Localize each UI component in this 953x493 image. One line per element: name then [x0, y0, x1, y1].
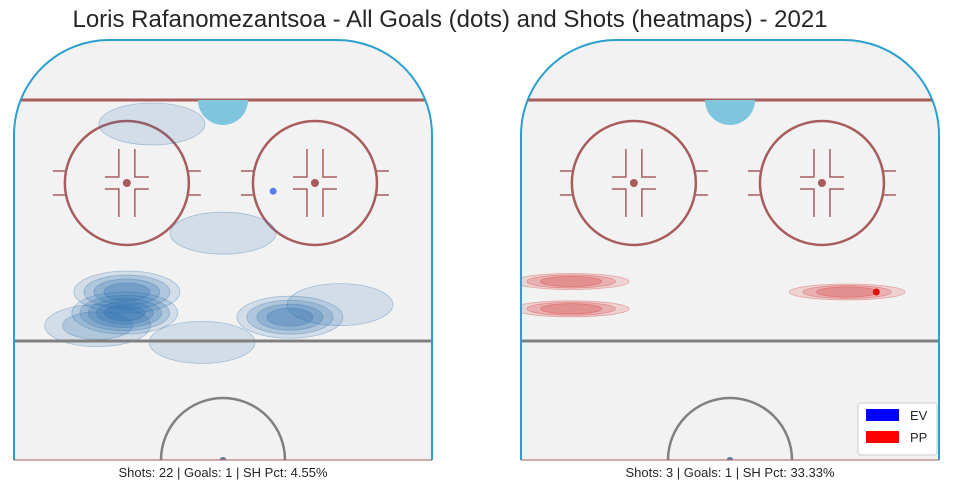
faceoff-circle-right: [240, 119, 389, 247]
shot-density-contour: [95, 301, 154, 325]
shot-density-contour: [83, 274, 171, 310]
faceoff-dot: [629, 179, 638, 187]
rink-ice: [521, 40, 939, 460]
shot-density-contour: [526, 274, 616, 289]
hash-mark: [641, 188, 656, 217]
shot-density-contour: [256, 303, 324, 331]
shot-density-contour: [266, 307, 314, 327]
hash-mark: [134, 188, 149, 217]
center-dot: [727, 457, 733, 460]
shot-density-contour: [540, 275, 603, 288]
goal-dot: [872, 288, 880, 296]
shot-density-contour: [71, 291, 179, 335]
legend-label: EV: [910, 408, 928, 423]
rink-ice: [14, 40, 432, 460]
center-circle: [666, 396, 794, 460]
faceoff-dot: [122, 179, 131, 187]
shot-density-contour: [73, 270, 181, 314]
shot-density-contour: [521, 300, 630, 318]
hash-mark: [829, 188, 844, 217]
shot-density-contour: [246, 299, 334, 335]
hash-mark: [104, 188, 120, 217]
faceoff-circle-ring: [251, 119, 379, 247]
hash-mark: [611, 149, 627, 178]
legend-label: PP: [910, 430, 927, 445]
hash-mark: [611, 188, 627, 217]
legend-swatch: [866, 431, 899, 443]
hash-mark: [322, 188, 337, 217]
hash-mark: [799, 149, 815, 178]
hash-mark: [292, 149, 308, 178]
hash-mark: [829, 149, 844, 178]
shot-density-contour: [103, 282, 151, 302]
faceoff-circle-ring: [63, 119, 191, 247]
faceoff-circle-ring: [570, 119, 698, 247]
rink-panel-left: Shots: 22 | Goals: 1 | SH Pct: 4.55%: [13, 39, 433, 480]
shot-density-contour: [521, 273, 630, 290]
shot-density-contour: [526, 301, 616, 316]
legend: EV PP: [857, 402, 938, 456]
rink-panel-right: Shots: 3 | Goals: 1 | SH Pct: 33.33%: [520, 39, 940, 480]
faceoff-circle-right: [747, 119, 896, 247]
goal-crease: [705, 100, 755, 125]
hash-mark: [322, 149, 337, 178]
shot-density-contour: [286, 283, 394, 327]
shot-density-contour: [788, 283, 906, 301]
goal-crease: [198, 100, 248, 125]
shot-density-contour: [816, 286, 879, 298]
hash-mark: [641, 149, 656, 178]
center-circle: [159, 396, 287, 460]
chart-title: Loris Rafanomezantsoa - All Goals (dots)…: [72, 6, 828, 33]
legend-swatch: [866, 409, 899, 421]
faceoff-dot: [310, 179, 319, 187]
shot-density-contour: [104, 304, 146, 322]
hash-mark: [104, 149, 120, 178]
rink-markings: [14, 98, 432, 460]
hash-mark: [799, 188, 815, 217]
shot-density-contour: [44, 304, 151, 348]
panel-caption: Shots: 3 | Goals: 1 | SH Pct: 33.33%: [625, 465, 835, 480]
hash-mark: [292, 188, 308, 217]
rink-boards: [13, 39, 433, 460]
shot-heatmap: [521, 273, 906, 318]
hash-mark: [134, 149, 149, 178]
shot-density-contour: [98, 102, 206, 146]
goal-dot: [269, 187, 277, 195]
rink-boards: [520, 39, 940, 460]
shot-density-contour: [236, 295, 344, 339]
rink-markings: [521, 98, 939, 460]
shot-density-contour: [62, 311, 133, 340]
shot-density-contour: [802, 285, 892, 299]
faceoff-dot: [817, 179, 826, 187]
panel-caption: Shots: 22 | Goals: 1 | SH Pct: 4.55%: [118, 465, 328, 480]
center-dot: [220, 457, 226, 460]
faceoff-circle-ring: [758, 119, 886, 247]
shot-density-contour: [93, 278, 161, 306]
shot-density-contour: [79, 294, 170, 332]
shot-density-contour: [169, 211, 277, 255]
faceoff-circle-left: [559, 119, 708, 247]
faceoff-circle-left: [52, 119, 201, 247]
shot-density-contour: [540, 303, 603, 315]
shot-density-contour: [87, 298, 162, 328]
